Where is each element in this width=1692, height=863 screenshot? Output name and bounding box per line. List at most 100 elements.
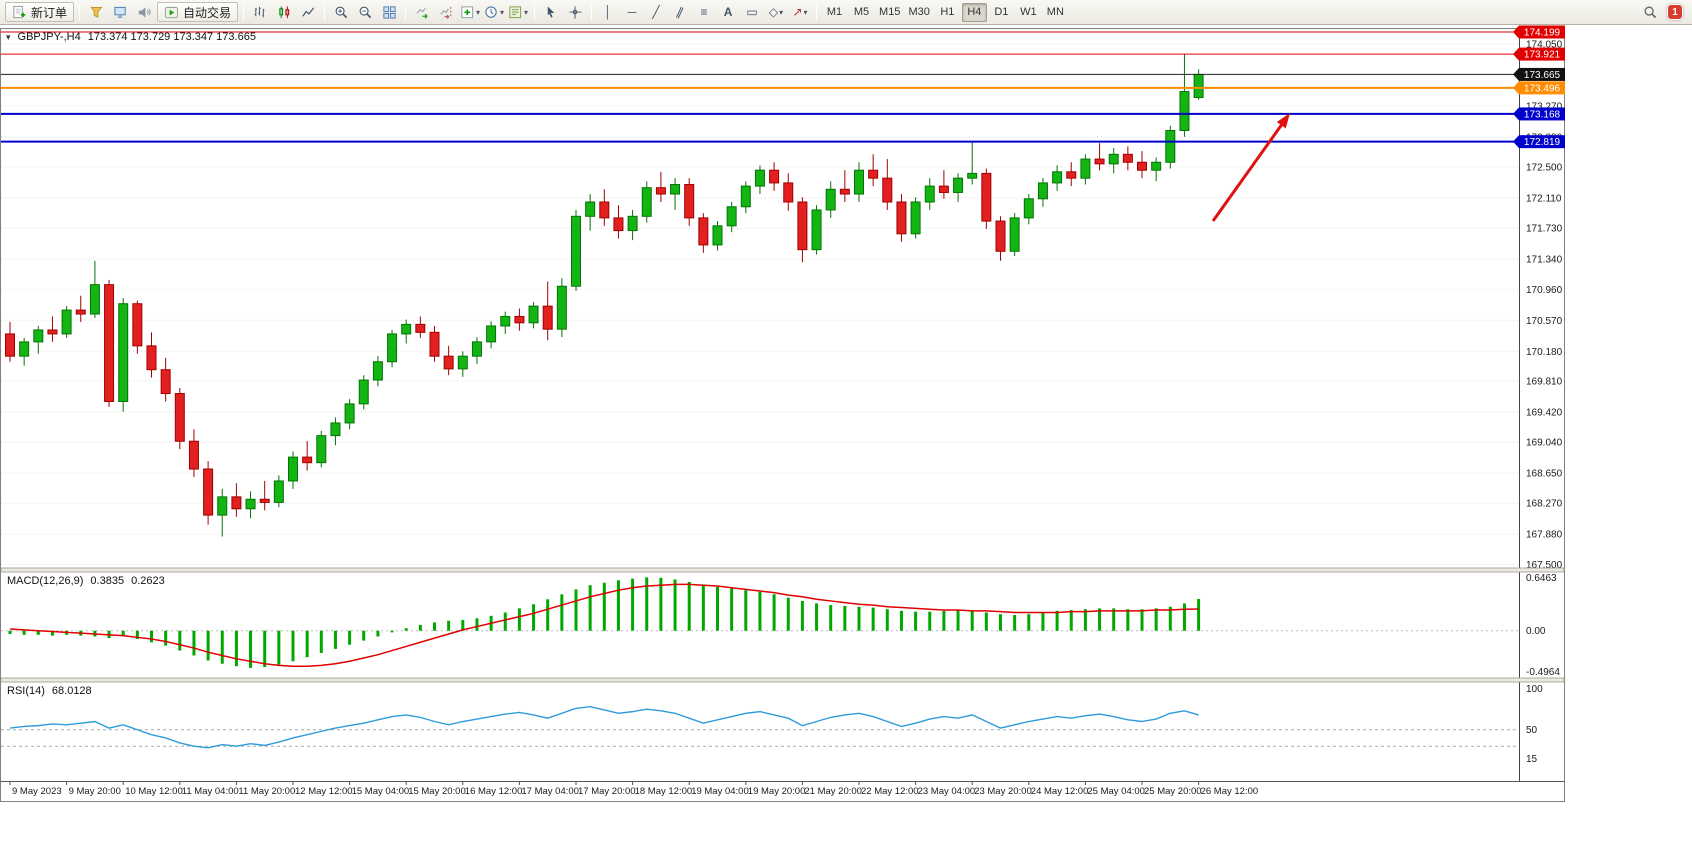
zoom-in-icon[interactable] bbox=[330, 2, 352, 22]
pane-separators[interactable] bbox=[0, 567, 1565, 683]
chart-frame bbox=[0, 28, 1565, 802]
periods-icon[interactable]: ▾ bbox=[483, 2, 505, 22]
svg-text:11 May 20:00: 11 May 20:00 bbox=[238, 786, 295, 797]
indicators-caret-icon: ▾ bbox=[476, 7, 481, 17]
toolbar-separator bbox=[816, 3, 818, 21]
macd-pane: 0.6463 0.00 -0.4964 bbox=[1, 573, 1560, 678]
search-icon[interactable] bbox=[1639, 2, 1661, 22]
auto-scroll-icon[interactable] bbox=[411, 2, 433, 22]
text-label-icon[interactable]: ▭ bbox=[746, 5, 758, 19]
svg-text:167.880: 167.880 bbox=[1526, 530, 1563, 541]
tf-h4[interactable]: H4 bbox=[961, 2, 987, 22]
svg-text:173.496: 173.496 bbox=[1524, 83, 1561, 94]
alerts-icon[interactable] bbox=[133, 2, 155, 22]
tf-m30[interactable]: M30 bbox=[908, 6, 930, 18]
svg-text:169.420: 169.420 bbox=[1526, 407, 1563, 418]
svg-text:15: 15 bbox=[1526, 754, 1538, 765]
cursor-icon[interactable] bbox=[540, 2, 562, 22]
tf-mn[interactable]: MN bbox=[1046, 6, 1064, 18]
svg-text:12 May 12:00: 12 May 12:00 bbox=[295, 786, 353, 797]
svg-text:170.180: 170.180 bbox=[1526, 347, 1563, 358]
tile-windows-icon[interactable] bbox=[378, 2, 400, 22]
tf-d1[interactable]: D1 bbox=[994, 6, 1009, 18]
tf-h1[interactable]: H1 bbox=[940, 6, 955, 18]
toolbar-separator bbox=[591, 3, 593, 21]
svg-text:19 May 20:00: 19 May 20:00 bbox=[748, 786, 806, 797]
svg-text:17 May 04:00: 17 May 04:00 bbox=[521, 786, 579, 797]
periods-caret-icon: ▾ bbox=[500, 7, 505, 17]
fibonacci-icon[interactable]: ≡ bbox=[700, 5, 708, 19]
shapes-caret-icon: ▾ bbox=[779, 7, 784, 17]
toolbar-separator bbox=[324, 3, 326, 21]
svg-text:173.270: 173.270 bbox=[1526, 101, 1563, 112]
svg-text:171.730: 171.730 bbox=[1526, 224, 1563, 235]
trend-arrow[interactable] bbox=[1211, 113, 1290, 222]
text-tool-glyph: A bbox=[723, 5, 733, 19]
tf-m5[interactable]: M5 bbox=[853, 6, 870, 18]
candlestick-chart-icon[interactable] bbox=[273, 2, 295, 22]
svg-text:169.040: 169.040 bbox=[1526, 438, 1563, 449]
text-icon[interactable]: A bbox=[717, 2, 739, 22]
price-badges: 174.199 173.921 173.496 173.168 172.819 173.6… bbox=[1513, 25, 1565, 149]
svg-text:172.500: 172.500 bbox=[1526, 163, 1563, 174]
svg-text:9 May 20:00: 9 May 20:00 bbox=[69, 786, 121, 797]
chart-canvas[interactable]: 174.050173.660173.270172.880172.500172.1… bbox=[0, 25, 1692, 863]
arrows-icon[interactable]: ↗ ▾ bbox=[792, 5, 808, 19]
chart-shift-icon[interactable] bbox=[435, 2, 457, 22]
svg-text:100: 100 bbox=[1526, 684, 1543, 695]
svg-text:169.810: 169.810 bbox=[1526, 376, 1563, 387]
line-chart-icon[interactable] bbox=[297, 2, 319, 22]
auto-trading-label: 自动交易 bbox=[183, 5, 232, 20]
svg-text:0.00: 0.00 bbox=[1526, 626, 1546, 637]
svg-text:170.960: 170.960 bbox=[1526, 285, 1563, 296]
svg-text:23 May 20:00: 23 May 20:00 bbox=[974, 786, 1032, 797]
time-axis[interactable]: 9 May 2023 9 May 20:00 10 May 12:00 11 May … bbox=[0, 781, 1566, 798]
svg-text:25 May 04:00: 25 May 04:00 bbox=[1087, 786, 1145, 797]
candlesticks bbox=[5, 54, 1204, 537]
horizontal-lines[interactable] bbox=[1, 31, 1519, 143]
toolbar-separator bbox=[243, 3, 245, 21]
svg-text:10 May 12:00: 10 May 12:00 bbox=[125, 786, 183, 797]
svg-text:173.665: 173.665 bbox=[1524, 70, 1561, 81]
tf-m1[interactable]: M1 bbox=[826, 6, 843, 18]
arrows-caret-icon: ▾ bbox=[803, 7, 808, 17]
channel-icon[interactable]: ∥ bbox=[674, 4, 686, 20]
svg-text:174.050: 174.050 bbox=[1526, 39, 1563, 50]
tf-m15[interactable]: M15 bbox=[879, 6, 901, 18]
templates-caret-icon: ▾ bbox=[524, 7, 529, 17]
svg-text:25 May 20:00: 25 May 20:00 bbox=[1144, 786, 1202, 797]
svg-text:16 May 12:00: 16 May 12:00 bbox=[465, 786, 523, 797]
svg-text:173.168: 173.168 bbox=[1524, 109, 1561, 120]
profiles-icon[interactable] bbox=[85, 2, 107, 22]
svg-text:170.570: 170.570 bbox=[1526, 316, 1563, 327]
svg-text:168.650: 168.650 bbox=[1526, 469, 1563, 480]
bar-chart-icon[interactable] bbox=[249, 2, 271, 22]
indicators-icon[interactable]: ▾ bbox=[459, 2, 481, 22]
svg-text:168.270: 168.270 bbox=[1526, 499, 1563, 510]
notification-badge[interactable]: 1 bbox=[1667, 4, 1683, 20]
svg-text:50: 50 bbox=[1526, 725, 1538, 736]
svg-text:23 May 04:00: 23 May 04:00 bbox=[918, 786, 976, 797]
crosshair-icon[interactable] bbox=[564, 2, 586, 22]
trendline-icon[interactable]: ╱ bbox=[652, 5, 660, 19]
new-order-label: 新订单 bbox=[31, 5, 68, 20]
toolbar-separator bbox=[534, 3, 536, 21]
svg-text:11 May 04:00: 11 May 04:00 bbox=[182, 786, 239, 797]
vertical-line-icon[interactable]: │ bbox=[604, 5, 612, 19]
shapes-icon[interactable]: ◇ ▾ bbox=[768, 5, 784, 19]
svg-text:9 May 2023: 9 May 2023 bbox=[12, 786, 62, 797]
auto-trading-icon bbox=[164, 6, 179, 18]
templates-icon[interactable]: ▾ bbox=[507, 2, 529, 22]
new-order-icon bbox=[13, 5, 26, 18]
horizontal-line-icon[interactable]: ─ bbox=[627, 5, 637, 19]
svg-text:15 May 04:00: 15 May 04:00 bbox=[352, 786, 410, 797]
svg-text:171.340: 171.340 bbox=[1526, 255, 1563, 266]
svg-text:173.921: 173.921 bbox=[1524, 50, 1561, 61]
svg-text:22 May 12:00: 22 May 12:00 bbox=[861, 786, 919, 797]
zoom-out-icon[interactable] bbox=[354, 2, 376, 22]
tf-w1[interactable]: W1 bbox=[1020, 6, 1037, 18]
svg-text:24 May 12:00: 24 May 12:00 bbox=[1031, 786, 1089, 797]
market-watch-icon[interactable] bbox=[109, 2, 131, 22]
auto-trading-button[interactable]: 自动交易 bbox=[157, 2, 239, 22]
new-order-button[interactable]: 新订单 bbox=[5, 2, 75, 22]
